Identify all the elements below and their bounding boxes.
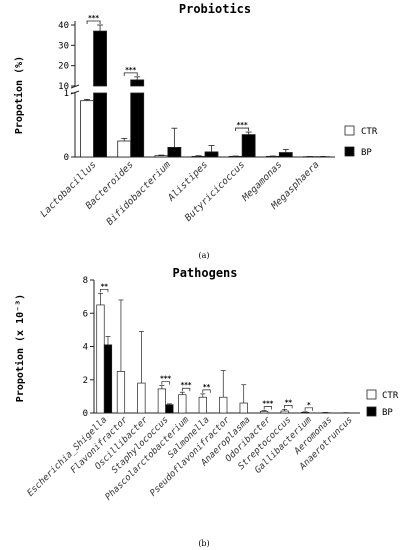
bar [154,155,169,158]
significance-bracket [263,406,273,410]
y-tick-label: 1 [64,89,69,99]
bar [239,402,248,414]
legend-label: BP [361,148,372,158]
bar [80,100,94,158]
significance-label: *** [262,400,273,408]
bar [117,140,132,158]
bar [191,155,206,158]
bar [204,151,219,158]
bar [178,394,187,414]
category-labels: LactobacillusBacteroidesBifidobacteriumA… [38,159,321,228]
bar [93,92,107,158]
y-tick-label: 30 [58,41,69,51]
bar [241,134,256,158]
bar [157,388,166,414]
y-tick-label: 0 [83,409,88,419]
bar [116,371,126,414]
bar [96,304,105,414]
bar [228,155,243,158]
significance-label: *** [181,381,192,389]
legend: CTR BP [344,125,378,158]
significance-label: *** [125,66,136,74]
bar [103,344,113,414]
chart-title: Probiotics [179,2,251,16]
bar [219,396,228,414]
significance-bracket [304,407,313,411]
y-tick-label: 10 [58,82,69,92]
y-axis-label: Propotion (%) [13,56,25,134]
bar [93,30,107,87]
bar [167,146,182,158]
bar [130,92,145,158]
significance-bracket [181,387,191,392]
bar [265,155,280,158]
bar [280,410,289,414]
significance-bracket [235,127,250,132]
y-tick-label: 8 [83,276,88,286]
panel-label: (a) [198,251,209,260]
significance-label: ** [101,282,109,290]
y-tick-label: 40 [58,21,69,31]
y-axis-label: Propotion (x 10⁻³) [14,294,26,402]
bars: ******** ***** ** * [96,282,351,414]
category-labels: Escherichia_ShigellaFlavonifractorOscill… [26,415,355,503]
bar [300,411,310,414]
y-tick-label: 4 [83,343,88,353]
category-label: Escherichia_Shigella [26,415,110,499]
significance-label: *** [88,14,99,22]
y-tick-label: 2 [83,376,88,386]
legend-label: BP [382,408,393,418]
y-tick-label: 20 [58,62,69,72]
significance-label: *** [237,121,248,129]
significance-bracket [100,288,109,293]
legend-label: CTR [361,127,378,137]
category-label: Bifidobacterium [105,159,174,228]
legend: CTR BP [366,389,399,418]
legend-swatch [366,406,377,417]
bar [165,404,174,414]
y-tick-label: 6 [83,309,88,319]
y-tick-label: 0 [64,153,69,163]
chart-title: Pathogens [172,266,237,280]
legend-swatch [344,125,355,136]
significance-bracket [161,381,170,385]
panel-label: (b) [198,539,209,548]
significance-bracket [284,404,293,409]
significance-bracket [86,20,101,24]
bar [278,152,293,158]
significance-bracket [123,72,138,76]
significance-label: *** [160,375,171,383]
bar [260,410,269,414]
bar [198,396,207,414]
significance-label: ** [285,398,293,406]
bars: *** *** *** [80,14,330,158]
bar [137,382,146,414]
significance-label: ** [203,383,211,391]
significance-label: * [307,401,311,409]
bar [130,79,145,87]
legend-swatch [344,146,355,157]
significance-bracket [202,389,211,393]
legend-label: CTR [382,391,399,401]
legend-swatch [366,389,377,400]
